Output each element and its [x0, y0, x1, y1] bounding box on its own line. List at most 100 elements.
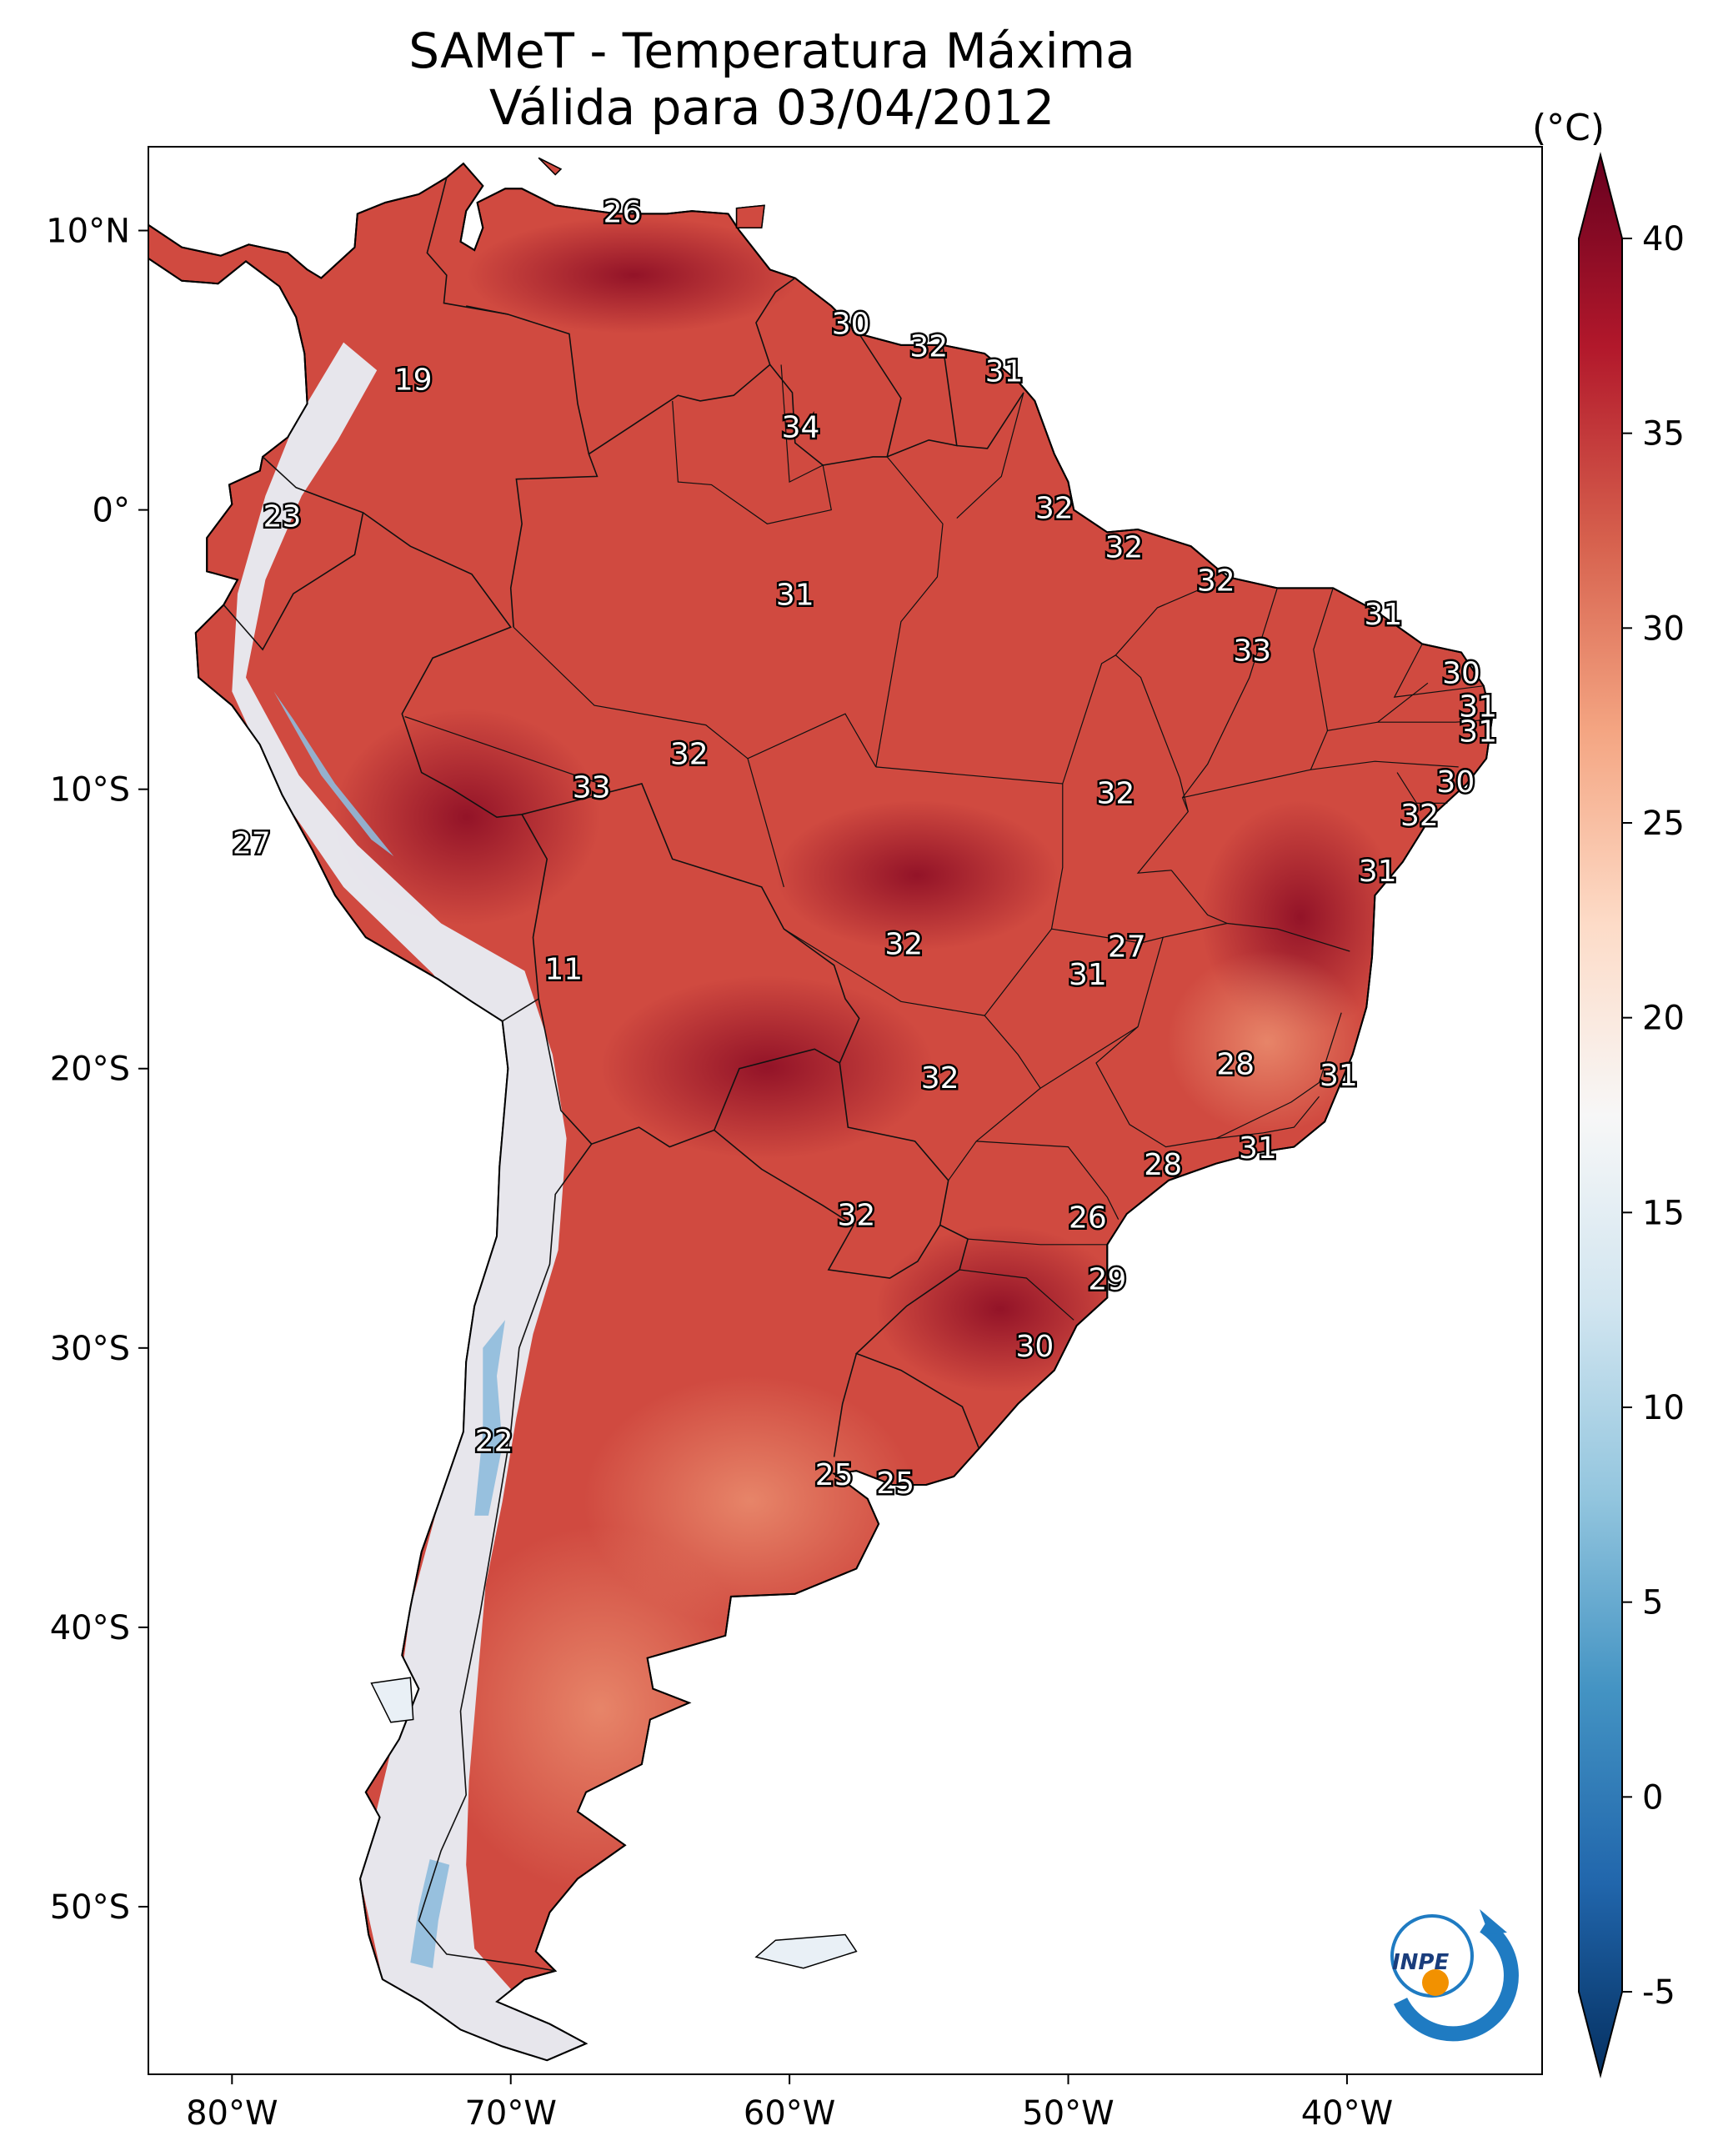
- state-border: [956, 392, 1024, 519]
- state-border: [1181, 588, 1278, 812]
- colorbar-tick-label: 40: [1642, 220, 1685, 258]
- logo-arc-icon: [1393, 1919, 1519, 2042]
- station-value-label: 27: [233, 827, 271, 861]
- station-value-label: 32: [1400, 799, 1439, 833]
- station-value-label: 23: [263, 500, 302, 534]
- station-value-label: 32: [1035, 492, 1074, 526]
- colorbar-units-label: (°C): [1532, 107, 1605, 149]
- station-value-label: 28: [1144, 1148, 1182, 1182]
- hot-region-venezuela: [467, 217, 800, 333]
- station-value-label: 31: [1364, 598, 1402, 632]
- colorbar-tick-label: 5: [1642, 1584, 1663, 1622]
- country-border: [769, 333, 902, 466]
- country-borders: [223, 177, 1492, 1972]
- latitude-tick-label: 10°N: [46, 213, 130, 251]
- station-value-label: 30: [832, 307, 870, 341]
- hot-region-rio-grande: [875, 1226, 1125, 1392]
- country-border: [956, 392, 1024, 449]
- station-value-label: 32: [1197, 564, 1235, 599]
- state-border: [1215, 1096, 1320, 1140]
- station-value-label: 31: [1459, 715, 1497, 750]
- state-border: [959, 1269, 1074, 1321]
- station-value-label: 26: [604, 195, 642, 229]
- coastline: [148, 162, 1493, 2062]
- station-value-label: 32: [837, 1198, 875, 1232]
- station-value-label: 30: [1436, 765, 1475, 800]
- country-border: [223, 456, 364, 651]
- state-border: [968, 1238, 1108, 1246]
- islands: [370, 157, 858, 1969]
- station-value-label: 32: [921, 1061, 959, 1096]
- latitude-tick-label: 30°S: [50, 1330, 130, 1368]
- station-value-label: 32: [909, 329, 948, 364]
- state-border: [1396, 772, 1448, 804]
- country-border: [363, 512, 548, 1022]
- latitude-tick-label: 40°S: [50, 1609, 130, 1647]
- state-border: [875, 456, 944, 768]
- logo-dot-icon: [1422, 1969, 1449, 1996]
- colorbar-body: [1578, 152, 1623, 2078]
- state-border: [1393, 644, 1484, 698]
- state-border: [672, 364, 832, 524]
- island: [370, 1677, 414, 1723]
- colorbar-tick-label: 10: [1642, 1389, 1685, 1427]
- station-value-label: 31: [1320, 1059, 1358, 1093]
- state-border: [875, 766, 1063, 785]
- country-border: [418, 1143, 593, 1972]
- longitude-tick-label: 40°W: [1301, 2094, 1393, 2133]
- state-border: [976, 1141, 1119, 1220]
- country-border: [521, 783, 860, 1148]
- colorbar-tick-label: 15: [1642, 1194, 1685, 1232]
- hot-region-chaco: [600, 975, 934, 1159]
- latitude-tick-label: 50°S: [50, 1888, 130, 1927]
- station-value-label: 28: [1216, 1047, 1255, 1081]
- latitude-ticks: 10°N 0° 10°S 20°S 30°S 40°S 50°S: [46, 213, 148, 1927]
- colorbar-tick-label: 25: [1642, 805, 1685, 843]
- warm-region-minas: [1167, 950, 1367, 1134]
- colorbar-tick-label: -5: [1642, 1973, 1675, 2012]
- hot-region-mato-grosso: [775, 800, 1059, 950]
- station-value-label: 32: [1104, 531, 1143, 565]
- station-value-label: 22: [475, 1425, 513, 1459]
- logo-ring-icon: [1390, 1914, 1474, 1998]
- station-value-label: 31: [776, 578, 814, 612]
- longitude-tick-label: 50°W: [1022, 2094, 1114, 2133]
- state-border: [1310, 730, 1459, 770]
- logo-arrow-icon: [1480, 1909, 1507, 1934]
- state-border: [513, 626, 877, 768]
- longitude-tick-label: 60°W: [744, 2094, 835, 2133]
- map-title-line1: SAMeT - Temperatura Máxima: [408, 23, 1135, 79]
- country-border: [466, 305, 508, 315]
- hot-region-peru-amazon: [333, 709, 600, 925]
- country-border: [886, 344, 958, 458]
- station-value-label: 31: [1459, 689, 1497, 724]
- country-border: [426, 177, 599, 628]
- station-value-label: 31: [1069, 958, 1107, 992]
- longitude-ticks: 80°W 70°W 60°W 50°W 40°W: [186, 2074, 1393, 2133]
- station-value-label: 29: [1088, 1262, 1126, 1296]
- colorbar-tick-label: 20: [1642, 1000, 1685, 1038]
- island: [754, 1933, 858, 1969]
- longitude-tick-label: 70°W: [464, 2094, 556, 2133]
- station-value-label: 31: [1359, 855, 1397, 889]
- island-warm: [735, 204, 765, 228]
- station-value-label: 27: [1108, 930, 1146, 965]
- station-value-label: 33: [573, 771, 611, 805]
- station-value-label: 30: [1015, 1330, 1054, 1364]
- colorbar-tick-label: 30: [1642, 609, 1685, 648]
- latitude-tick-label: 10°S: [50, 771, 130, 810]
- station-value-label: 34: [782, 410, 820, 444]
- island-warm: [538, 157, 563, 176]
- colorbar: 40 35 30 25 20 15 10 5 0 -5: [1578, 152, 1685, 2078]
- logo-text: INPE: [1392, 1950, 1449, 1975]
- station-value-label: 11: [544, 952, 583, 986]
- station-value-label: 25: [876, 1467, 914, 1501]
- state-border: [404, 715, 600, 785]
- station-value-label: 25: [815, 1458, 854, 1492]
- state-border: [1062, 654, 1189, 874]
- country-border: [833, 1353, 858, 1457]
- state-border: [747, 758, 784, 888]
